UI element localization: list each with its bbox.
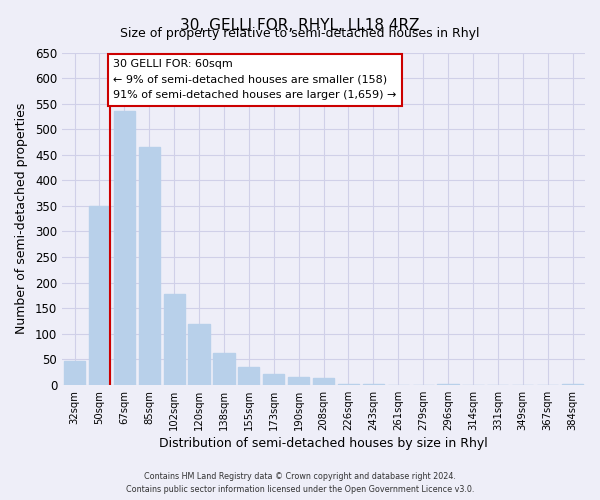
- Bar: [338, 384, 359, 385]
- Bar: [89, 206, 110, 385]
- Bar: [164, 294, 185, 385]
- Bar: [114, 112, 135, 385]
- Bar: [139, 147, 160, 385]
- Bar: [363, 384, 384, 385]
- Bar: [562, 384, 583, 385]
- Bar: [214, 353, 235, 385]
- X-axis label: Distribution of semi-detached houses by size in Rhyl: Distribution of semi-detached houses by …: [159, 437, 488, 450]
- Y-axis label: Number of semi-detached properties: Number of semi-detached properties: [15, 103, 28, 334]
- Bar: [64, 361, 85, 385]
- Text: 30, GELLI FOR, RHYL, LL18 4RZ: 30, GELLI FOR, RHYL, LL18 4RZ: [180, 18, 420, 32]
- Bar: [188, 324, 209, 385]
- Bar: [238, 367, 259, 385]
- Text: Size of property relative to semi-detached houses in Rhyl: Size of property relative to semi-detach…: [120, 28, 480, 40]
- Text: 30 GELLI FOR: 60sqm
← 9% of semi-detached houses are smaller (158)
91% of semi-d: 30 GELLI FOR: 60sqm ← 9% of semi-detache…: [113, 59, 397, 100]
- Bar: [437, 384, 458, 385]
- Bar: [313, 378, 334, 385]
- Bar: [263, 374, 284, 385]
- Text: Contains HM Land Registry data © Crown copyright and database right 2024.
Contai: Contains HM Land Registry data © Crown c…: [126, 472, 474, 494]
- Bar: [288, 377, 309, 385]
